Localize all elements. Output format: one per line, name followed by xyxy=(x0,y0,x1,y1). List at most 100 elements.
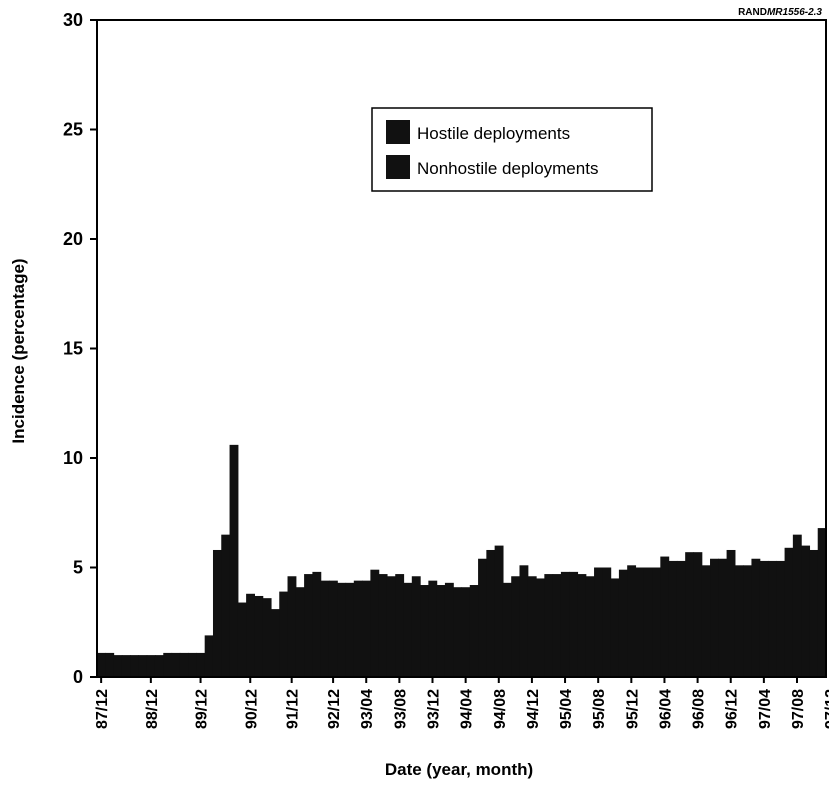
x-tick-label: 97/12 xyxy=(823,689,829,729)
y-tick-label: 30 xyxy=(63,10,83,30)
bar xyxy=(726,549,736,677)
bar xyxy=(428,580,438,677)
y-tick-label: 0 xyxy=(73,667,83,687)
bar xyxy=(627,565,637,677)
x-tick-label: 88/12 xyxy=(144,689,161,729)
bar xyxy=(569,571,579,677)
bar xyxy=(693,552,703,677)
bar xyxy=(237,602,247,677)
bar xyxy=(130,655,140,677)
bar xyxy=(544,574,554,677)
bar xyxy=(817,528,827,677)
y-tick-label: 5 xyxy=(73,558,83,578)
bar xyxy=(643,567,653,677)
bar xyxy=(610,578,620,677)
bar xyxy=(511,576,521,677)
bar xyxy=(552,574,562,677)
x-tick-label: 94/04 xyxy=(459,689,476,729)
bar xyxy=(577,574,587,677)
x-tick-label: 95/12 xyxy=(624,689,641,729)
bar xyxy=(146,655,156,677)
bar xyxy=(320,580,330,677)
x-tick-label: 87/12 xyxy=(94,689,111,729)
bar xyxy=(759,560,769,677)
bar xyxy=(519,565,529,677)
bar xyxy=(801,545,811,677)
bar xyxy=(676,560,686,677)
bar xyxy=(536,578,545,677)
source-note-suffix: MR1556-2.3 xyxy=(767,7,822,18)
source-note: RANDMR1556-2.3 xyxy=(738,7,822,18)
bar xyxy=(378,574,388,677)
x-axis-title: Date (year, month) xyxy=(385,760,533,779)
x-tick-label: 93/04 xyxy=(359,689,376,729)
bar xyxy=(420,585,429,677)
bar xyxy=(97,652,106,677)
bar xyxy=(486,549,496,677)
x-tick-label: 97/04 xyxy=(757,689,774,729)
y-axis-title: Incidence (percentage) xyxy=(9,258,28,443)
bar xyxy=(660,556,670,677)
bar xyxy=(279,591,289,677)
bar xyxy=(734,565,744,677)
bar xyxy=(212,549,222,677)
legend: Hostile deployments Nonhostile deploymen… xyxy=(371,107,653,192)
bar xyxy=(602,567,612,677)
bars-layer xyxy=(97,444,827,677)
x-tick-label: 96/12 xyxy=(724,689,741,729)
bar xyxy=(295,587,305,677)
bar xyxy=(494,545,504,677)
bar xyxy=(362,580,371,677)
bar xyxy=(776,560,786,677)
bar xyxy=(403,582,413,677)
y-tick-label: 25 xyxy=(63,120,83,140)
bar xyxy=(436,585,446,677)
bar xyxy=(585,576,595,677)
bar xyxy=(411,576,421,677)
bar xyxy=(353,580,363,677)
legend-label-hostile: Hostile deployments xyxy=(417,124,570,143)
x-tick-label: 89/12 xyxy=(194,689,211,729)
legend-box xyxy=(371,107,653,192)
bar xyxy=(718,558,728,677)
x-tick-label: 96/04 xyxy=(657,689,674,729)
bar xyxy=(701,565,711,677)
bar xyxy=(163,652,173,677)
y-tick-label: 10 xyxy=(63,448,83,468)
bar xyxy=(461,587,471,677)
bar xyxy=(105,652,115,677)
bar xyxy=(784,547,794,677)
bar xyxy=(254,595,264,677)
bar xyxy=(328,580,338,677)
bar xyxy=(138,655,148,677)
bar xyxy=(668,560,678,677)
bar xyxy=(685,552,695,677)
x-tick-label: 94/12 xyxy=(525,689,542,729)
x-tick-label: 94/08 xyxy=(492,689,509,729)
bar xyxy=(287,576,297,677)
bar xyxy=(154,655,164,677)
bar xyxy=(337,582,347,677)
bar xyxy=(453,587,463,677)
bar xyxy=(221,534,231,677)
bar xyxy=(618,569,628,677)
y-tick-label: 15 xyxy=(63,339,83,359)
bar xyxy=(792,534,802,677)
bar xyxy=(809,549,819,677)
x-tick-label: 96/08 xyxy=(691,689,708,729)
bar xyxy=(502,582,512,677)
bar xyxy=(345,582,355,677)
bar xyxy=(121,655,131,677)
bar xyxy=(386,576,396,677)
x-tick-label: 92/12 xyxy=(326,689,343,729)
bar xyxy=(652,567,661,677)
x-tick-label: 95/04 xyxy=(558,689,575,729)
x-tick-label: 90/12 xyxy=(243,689,260,729)
bar xyxy=(204,635,214,677)
bar xyxy=(229,444,239,677)
bar xyxy=(304,574,313,677)
y-axis: 0 5 10 15 20 25 30 xyxy=(63,10,97,687)
bar xyxy=(469,585,479,677)
